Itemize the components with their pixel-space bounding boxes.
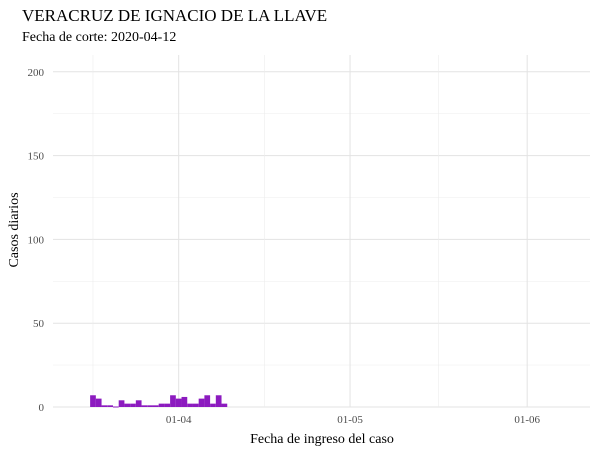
bar [187, 403, 193, 407]
chart-title: VERACRUZ DE IGNACIO DE LA LLAVE [22, 6, 328, 25]
y-tick-label: 200 [28, 67, 45, 79]
bar [221, 403, 228, 407]
bar [107, 405, 113, 407]
y-tick-labels: 0 50 100 150 200 [28, 67, 45, 414]
bar [135, 400, 142, 407]
y-tick-label: 100 [28, 234, 45, 246]
grid-lines [53, 55, 590, 408]
bar [181, 396, 188, 407]
bars [90, 395, 228, 408]
bar [215, 395, 222, 407]
y-tick-label: 150 [28, 151, 45, 163]
x-tick-labels: 01-04 01-05 01-06 [166, 414, 541, 426]
x-axis-label: Fecha de ingreso del caso [250, 432, 394, 447]
bar [198, 398, 205, 407]
bar [192, 403, 199, 407]
bar [158, 403, 165, 407]
bar [101, 405, 108, 407]
bar [175, 398, 182, 407]
chart-subtitle: Fecha de corte: 2020-04-12 [22, 30, 177, 45]
bar [118, 400, 125, 407]
bar [90, 395, 96, 407]
bar [204, 395, 211, 407]
bar [95, 398, 102, 407]
bar [170, 395, 176, 407]
y-axis-label: Casos diarios [7, 192, 22, 267]
bar [152, 405, 159, 407]
x-tick-label: 01-04 [166, 414, 192, 426]
bar [112, 406, 119, 408]
y-tick-label: 50 [33, 318, 45, 330]
bar [164, 403, 171, 407]
x-tick-label: 01-05 [337, 414, 363, 426]
bar [147, 405, 153, 407]
y-tick-label: 0 [39, 402, 45, 414]
bar [210, 403, 216, 407]
bar [130, 403, 136, 407]
x-tick-label: 01-06 [514, 414, 540, 426]
bar [124, 403, 131, 407]
bar [141, 405, 148, 407]
